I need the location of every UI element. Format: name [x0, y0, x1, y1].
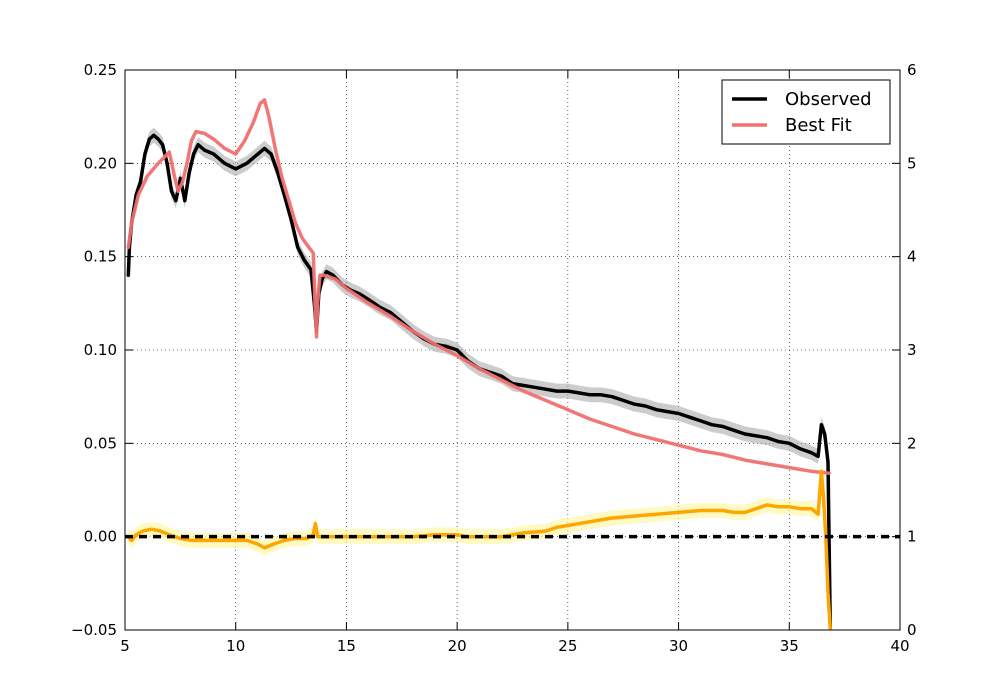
- x-tick-label: 20: [448, 637, 467, 655]
- y2-tick-label: 3: [907, 341, 917, 359]
- uncertainty-bands: [128, 127, 831, 638]
- x-tick-label: 5: [120, 637, 130, 655]
- y-axis-left: −0.05 0.00 0.05 0.10 0.15 0.20 0.25: [71, 61, 133, 639]
- y2-tick-label: 6: [907, 61, 917, 79]
- x-tick-label: 25: [558, 637, 577, 655]
- x-axis: 5 10 15 20 25 30 35 40: [120, 70, 910, 655]
- y2-tick-label: 4: [907, 248, 917, 266]
- legend-label: Observed: [785, 89, 872, 110]
- uncertainty-band: [128, 463, 831, 638]
- y-tick-label: −0.05: [71, 621, 117, 639]
- series-line-residual: [126, 469, 833, 630]
- y2-tick-label: 5: [907, 154, 917, 172]
- y2-tick-label: 1: [907, 528, 917, 546]
- x-tick-label: 40: [890, 637, 909, 655]
- legend-label: Best Fit: [785, 115, 852, 136]
- y2-tick-label: 0: [907, 621, 917, 639]
- x-tick-label: 35: [780, 637, 799, 655]
- x-tick-label: 15: [337, 637, 356, 655]
- y-tick-label: 0.25: [84, 61, 117, 79]
- y-tick-label: 0.00: [84, 528, 117, 546]
- y-axis-right: 0 1 2 3 4 5 6: [892, 61, 917, 639]
- series-lines: [126, 98, 833, 630]
- series-line-observed: [126, 133, 833, 630]
- series-line-best-fit: [126, 98, 831, 475]
- uncertainty-band: [128, 127, 831, 638]
- y-tick-label: 0.20: [84, 154, 117, 172]
- y-tick-label: 0.05: [84, 434, 117, 452]
- legend-box: [721, 79, 891, 145]
- y-tick-label: 0.10: [84, 341, 117, 359]
- x-tick-label: 30: [669, 637, 688, 655]
- legend: Observed Best Fit: [721, 79, 891, 145]
- x-tick-label: 10: [226, 637, 245, 655]
- y-tick-label: 0.15: [84, 248, 117, 266]
- y2-tick-label: 2: [907, 434, 917, 452]
